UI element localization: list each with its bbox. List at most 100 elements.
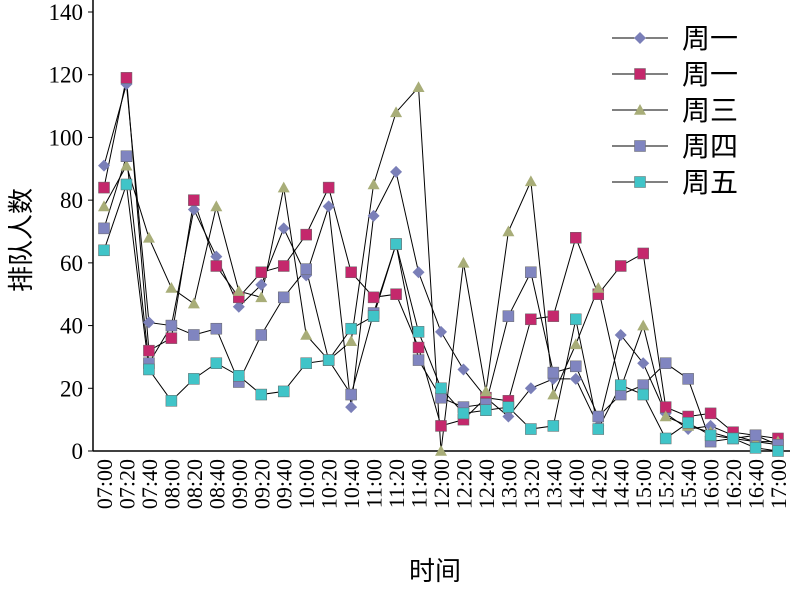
y-tick-label: 80	[60, 188, 83, 213]
data-point	[188, 373, 200, 385]
legend-label: 周一	[682, 24, 738, 55]
legend-marker	[634, 68, 646, 80]
data-point	[637, 247, 649, 260]
data-point	[98, 200, 110, 212]
x-tick-label: 10:40	[339, 459, 364, 509]
data-point	[98, 181, 110, 194]
x-tick-label: 10:00	[294, 459, 319, 509]
x-tick-label: 12:40	[474, 459, 499, 509]
data-point	[390, 238, 402, 250]
legend-marker	[634, 104, 646, 115]
x-tick-label: 12:20	[451, 459, 476, 509]
legend-label: 周三	[682, 96, 738, 127]
data-point	[142, 316, 155, 329]
x-tick-label: 13:20	[519, 459, 544, 509]
x-tick-label: 09:20	[249, 459, 274, 509]
data-point	[614, 379, 627, 391]
x-tick-label: 08:40	[204, 459, 229, 509]
data-point	[570, 313, 582, 326]
x-tick-label: 09:40	[272, 459, 297, 509]
data-point	[457, 407, 470, 420]
data-point	[569, 372, 582, 385]
data-point	[524, 382, 537, 395]
data-point	[390, 288, 402, 300]
data-point	[255, 388, 268, 401]
data-point	[637, 319, 650, 331]
data-point	[637, 388, 649, 401]
data-point	[188, 194, 200, 206]
data-point	[300, 328, 313, 340]
x-tick-label: 15:20	[654, 459, 679, 509]
x-tick-label: 10:20	[317, 459, 342, 509]
x-tick-label: 13:00	[496, 459, 521, 509]
data-point	[120, 159, 133, 171]
data-point	[592, 281, 605, 293]
data-point	[232, 285, 245, 296]
data-point	[255, 278, 268, 291]
data-point	[547, 366, 560, 379]
x-tick-label: 12:00	[429, 459, 454, 509]
data-point	[614, 260, 627, 272]
x-tick-label: 14:00	[564, 459, 589, 509]
data-point	[412, 266, 425, 279]
data-point	[435, 382, 447, 395]
legend-marker	[634, 176, 646, 188]
data-point	[165, 281, 178, 293]
data-point	[277, 181, 290, 193]
data-point	[570, 232, 582, 244]
data-point	[188, 329, 200, 341]
x-tick-label: 11:20	[384, 459, 409, 508]
data-point	[345, 266, 357, 279]
data-point	[524, 175, 537, 187]
data-point	[704, 419, 717, 432]
data-point	[120, 72, 133, 84]
data-point	[210, 200, 223, 212]
data-point	[165, 395, 178, 407]
data-point	[412, 354, 425, 366]
data-point	[435, 420, 447, 432]
x-tick-label: 16:20	[721, 459, 746, 509]
data-point	[772, 445, 784, 457]
data-point	[98, 222, 110, 235]
data-point	[525, 313, 537, 326]
data-point	[187, 297, 200, 309]
x-tick-label: 15:40	[676, 459, 701, 509]
data-point	[233, 369, 245, 382]
data-point	[210, 250, 223, 263]
data-point	[592, 410, 605, 423]
data-point	[412, 341, 425, 354]
data-point	[682, 417, 694, 429]
data-point	[412, 326, 425, 338]
legend-marker	[634, 140, 646, 152]
y-tick-label: 100	[49, 125, 84, 150]
data-point	[277, 385, 290, 398]
data-point	[300, 228, 312, 241]
y-tick-label: 40	[60, 314, 83, 339]
data-point	[255, 329, 268, 341]
data-point	[277, 260, 290, 272]
data-point	[232, 300, 245, 313]
data-point	[502, 225, 515, 237]
data-point	[300, 357, 312, 369]
data-point	[659, 357, 672, 369]
data-point	[502, 401, 515, 413]
data-point	[277, 222, 290, 235]
x-tick-label: 16:40	[744, 459, 769, 509]
data-point	[682, 373, 694, 385]
x-tick-label: 07:00	[92, 459, 117, 509]
data-point	[120, 178, 133, 191]
data-point	[322, 354, 335, 366]
data-point	[547, 310, 560, 322]
legend-label: 周五	[682, 168, 738, 199]
x-tick-label: 14:20	[586, 459, 611, 509]
data-point	[300, 263, 312, 275]
data-point	[457, 363, 470, 376]
data-point	[165, 332, 178, 344]
y-tick-label: 20	[60, 376, 83, 401]
data-point	[502, 310, 515, 322]
legend-marker	[634, 32, 646, 44]
y-tick-label: 120	[49, 63, 84, 88]
data-point	[345, 401, 358, 414]
data-point	[412, 81, 425, 93]
